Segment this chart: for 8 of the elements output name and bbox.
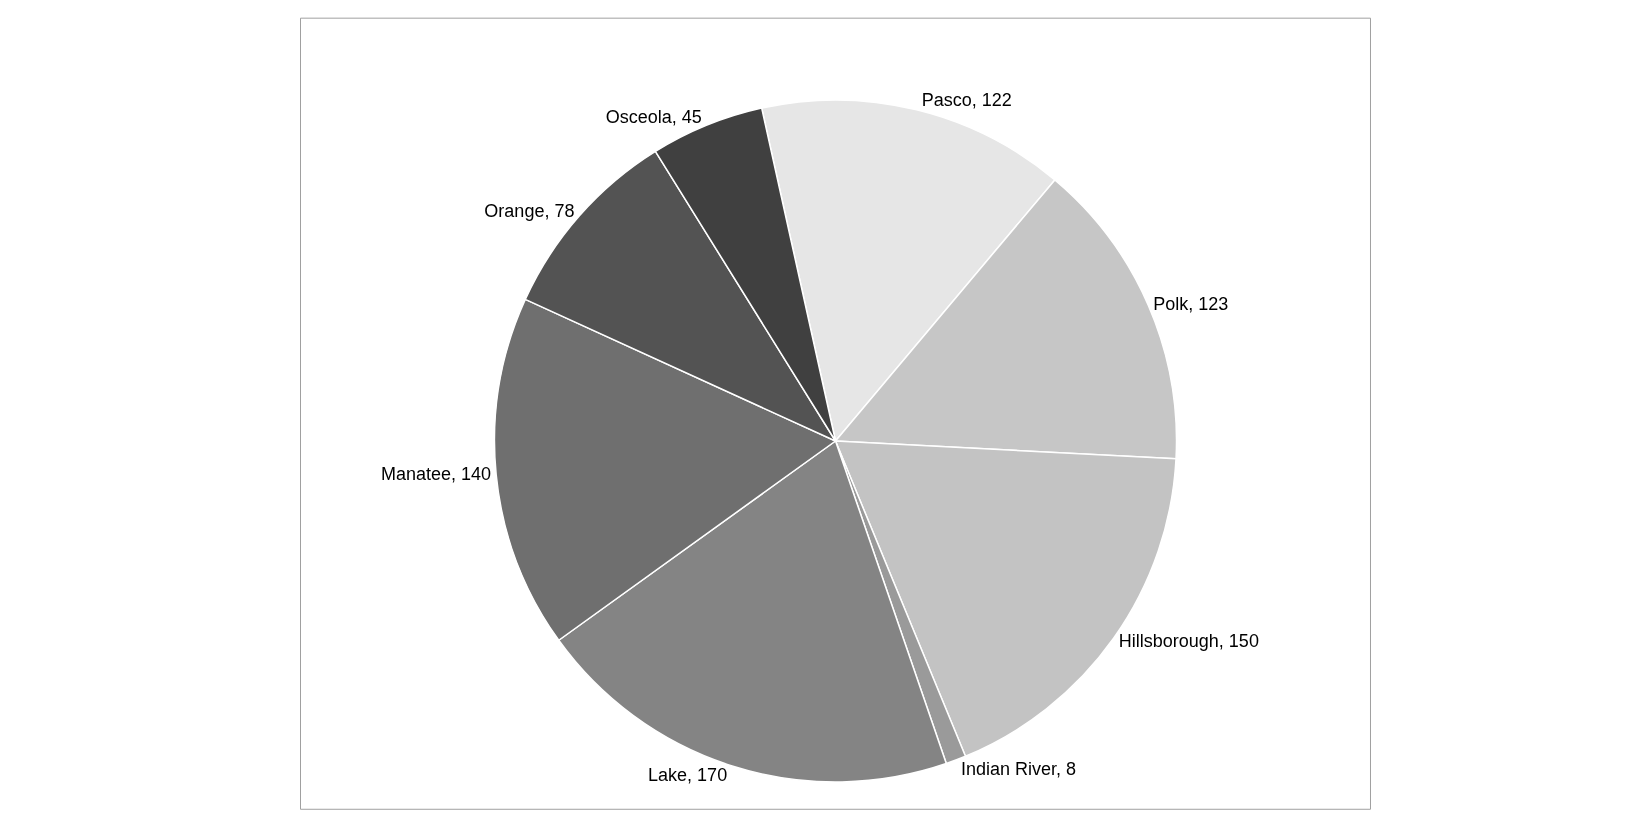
slice-label: Polk, 123	[1153, 293, 1229, 314]
slice-label: Orange, 78	[484, 201, 575, 222]
slice-label: Indian River, 8	[960, 758, 1077, 779]
slice-label: Hillsborough, 150	[1118, 631, 1259, 652]
slice-label: Osceola, 45	[605, 106, 702, 127]
slice-label: Manatee, 140	[381, 464, 492, 485]
slice-label: Lake, 170	[648, 765, 728, 786]
slice-label: Pasco, 122	[921, 90, 1012, 111]
